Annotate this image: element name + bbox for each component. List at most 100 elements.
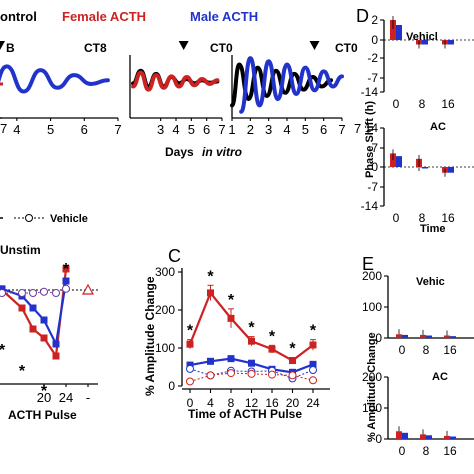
trace2-tick-label: 7 bbox=[218, 122, 225, 137]
panel-c-x-tick-label: 4 bbox=[207, 396, 214, 410]
panel-e-top-title: Vehic bbox=[416, 276, 445, 288]
panel-c-data-point bbox=[309, 366, 317, 375]
panel-e1-y-tick-label: 0 bbox=[375, 331, 382, 345]
panel-c-x-tick-label: 24 bbox=[306, 396, 320, 410]
panel-d-x-tick-label: 0 bbox=[393, 211, 400, 225]
panel-e-bar bbox=[402, 432, 408, 439]
panel-c-significance-asterisk: * bbox=[289, 341, 296, 358]
trace3-tick-label: 7 bbox=[338, 122, 345, 137]
panel-d2-y-tick-label: 7 bbox=[371, 141, 378, 155]
panel-c-x-tick-label: 0 bbox=[187, 396, 194, 410]
panel-d-x-tick-label: 8 bbox=[419, 211, 426, 225]
panel-c-y-tick-label: 0 bbox=[168, 379, 175, 393]
panel-e-x-tick-label: 0 bbox=[399, 444, 406, 458]
trace-edge-tick-left: 7 bbox=[0, 121, 7, 136]
left-data-point bbox=[29, 304, 37, 312]
panel-c-data-point bbox=[186, 340, 194, 348]
trace1-tick-label: 5 bbox=[47, 122, 54, 137]
panel-c-significance-asterisk: * bbox=[310, 323, 317, 340]
legend-control-label: ontrol bbox=[0, 9, 37, 24]
panel-d-xlabel: Time bbox=[420, 223, 445, 235]
panel-d2-y-tick-label: -14 bbox=[361, 199, 379, 213]
unstim-label: Unstim bbox=[0, 243, 41, 257]
panel-e-ylabel: % Amplitude Change bbox=[366, 332, 378, 442]
panel-d1-y-tick-label: -2 bbox=[367, 51, 378, 65]
panel-d-bar bbox=[422, 167, 428, 169]
panel-e-x-tick-label: 8 bbox=[423, 343, 430, 357]
left-data-point bbox=[18, 304, 26, 312]
panel-d-bar bbox=[396, 25, 402, 40]
days-xlabel: Days in vitro bbox=[165, 145, 242, 159]
left-data-point bbox=[40, 316, 48, 324]
panel-c-y-tick-label: 200 bbox=[155, 303, 175, 317]
panel-e2-y-tick-label: 100 bbox=[362, 401, 382, 415]
left-tick-label: - bbox=[86, 390, 90, 405]
trace3-tick-label: 1 bbox=[228, 122, 235, 137]
left-data-point bbox=[40, 334, 48, 342]
left-vehicle-point bbox=[29, 289, 37, 297]
panel-e-x-tick-label: 16 bbox=[443, 444, 457, 458]
trace3-tick-label: 3 bbox=[265, 122, 272, 137]
panel-e-bar bbox=[444, 335, 450, 338]
panel-e-bar bbox=[420, 434, 426, 439]
trace-series-female-acth bbox=[131, 70, 220, 92]
legend-male-label: Male ACTH bbox=[190, 9, 258, 24]
panel-e1-y-tick-label: 200 bbox=[362, 269, 382, 283]
panel-e-bar bbox=[450, 336, 456, 338]
panel-c-y-tick-label: 100 bbox=[155, 341, 175, 355]
panel-c-data-point bbox=[309, 341, 317, 349]
panel-e-bottom-title: AC bbox=[432, 371, 448, 383]
left-data-point bbox=[0, 285, 6, 293]
legend-top: ontrol Female ACTH Male ACTH bbox=[0, 9, 258, 24]
trace1-tick-label: 4 bbox=[13, 122, 20, 137]
left-vehicle-point bbox=[52, 289, 60, 297]
left-significance-asterisk: * bbox=[63, 261, 70, 278]
panel-e-bar bbox=[396, 334, 402, 338]
panel-b-fragment-label: B bbox=[6, 41, 15, 55]
panel-c-data-point bbox=[186, 364, 194, 373]
panel-d-bottom-title: AC bbox=[430, 121, 446, 133]
trace1-title: CT8 bbox=[84, 41, 107, 55]
left-vehicle-point bbox=[0, 289, 6, 297]
panel-e-bar bbox=[444, 435, 450, 439]
panel-c-data-point bbox=[227, 355, 235, 363]
panel-c-x-tick-label: 8 bbox=[228, 396, 235, 410]
panel-e1-y-tick-label: 100 bbox=[362, 300, 382, 314]
days-label-italic: in vitro bbox=[202, 145, 242, 159]
panel-c-data-point bbox=[206, 371, 215, 380]
left-vehicle-point bbox=[62, 284, 70, 293]
left-tick-label: 20 bbox=[37, 390, 51, 405]
trace2-tick-label: 5 bbox=[188, 122, 195, 137]
panel-b-traces: 4 5 6 7 3 4 5 6 7 1 2 3 4 5 6 77 7 bbox=[0, 41, 361, 137]
panel-d-ylabel: Phase Shift (h) bbox=[364, 101, 376, 178]
left-data-point bbox=[62, 265, 70, 273]
panel-d2-y-tick-label: 0 bbox=[371, 160, 378, 174]
panel-d-x-tick-label: 16 bbox=[441, 211, 455, 225]
panel-e2-y-tick-label: 200 bbox=[362, 370, 382, 384]
trace1-tick-label: 6 bbox=[81, 122, 88, 137]
panel-c-x-tick-label: 16 bbox=[265, 396, 279, 410]
trace3-tick-label: 5 bbox=[302, 122, 309, 137]
pulse-marker-icon bbox=[178, 41, 189, 50]
panel-c-data-point bbox=[289, 357, 296, 365]
panel-d-bar bbox=[396, 156, 402, 167]
trace3-tick-label: 6 bbox=[320, 122, 327, 137]
panel-d1-y-tick-label: -14 bbox=[361, 85, 379, 99]
left-data-point bbox=[52, 352, 60, 360]
panel-e-x-tick-label: 16 bbox=[443, 343, 457, 357]
panel-c-significance-asterisk: * bbox=[269, 328, 276, 345]
panel-c-data-point bbox=[207, 357, 214, 365]
panel-e-charts: 200 100 0 0 8 16 200 100 0 0 8 16 bbox=[362, 269, 474, 458]
panel-e2-y-tick-label: 0 bbox=[375, 432, 382, 446]
panel-c-data-point bbox=[309, 376, 317, 385]
acth-pulse-xlabel: ACTH Pulse bbox=[8, 408, 77, 422]
panel-d2-y-tick-label: -7 bbox=[367, 180, 378, 194]
trace-series-male-acth bbox=[0, 64, 110, 94]
panel-d-x-tick-label: 8 bbox=[419, 97, 426, 111]
panel-c-ylabel: % Amplitude Change bbox=[143, 276, 157, 396]
panel-d-bar bbox=[448, 40, 454, 45]
trace-series-male-acth bbox=[239, 56, 344, 114]
left-data-point bbox=[29, 325, 37, 333]
panel-label-e: E bbox=[362, 254, 374, 274]
